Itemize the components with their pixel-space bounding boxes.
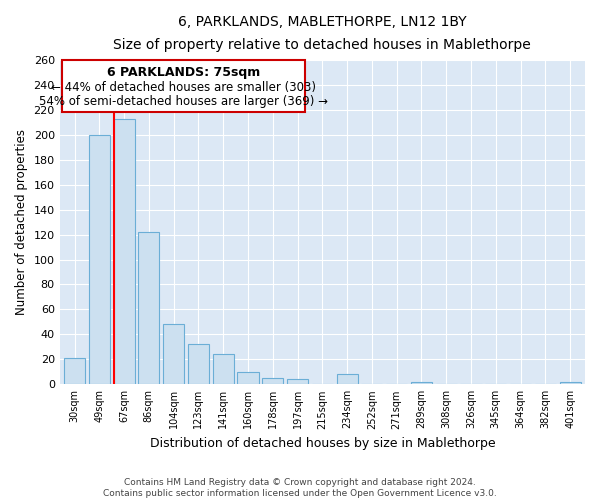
Bar bbox=[64, 358, 85, 384]
Y-axis label: Number of detached properties: Number of detached properties bbox=[15, 129, 28, 315]
Bar bbox=[139, 232, 160, 384]
Bar bbox=[262, 378, 283, 384]
Bar bbox=[411, 382, 432, 384]
Text: 54% of semi-detached houses are larger (369) →: 54% of semi-detached houses are larger (… bbox=[39, 95, 328, 108]
Text: 6 PARKLANDS: 75sqm: 6 PARKLANDS: 75sqm bbox=[107, 66, 260, 79]
Bar bbox=[113, 118, 134, 384]
Bar bbox=[238, 372, 259, 384]
Bar bbox=[188, 344, 209, 385]
FancyBboxPatch shape bbox=[62, 60, 305, 112]
X-axis label: Distribution of detached houses by size in Mablethorpe: Distribution of detached houses by size … bbox=[149, 437, 495, 450]
Bar bbox=[337, 374, 358, 384]
Bar bbox=[287, 380, 308, 384]
Title: 6, PARKLANDS, MABLETHORPE, LN12 1BY
Size of property relative to detached houses: 6, PARKLANDS, MABLETHORPE, LN12 1BY Size… bbox=[113, 15, 531, 52]
Text: ← 44% of detached houses are smaller (303): ← 44% of detached houses are smaller (30… bbox=[51, 81, 316, 94]
Bar bbox=[212, 354, 234, 384]
Text: Contains HM Land Registry data © Crown copyright and database right 2024.
Contai: Contains HM Land Registry data © Crown c… bbox=[103, 478, 497, 498]
Bar bbox=[560, 382, 581, 384]
Bar bbox=[89, 135, 110, 384]
Bar bbox=[163, 324, 184, 384]
